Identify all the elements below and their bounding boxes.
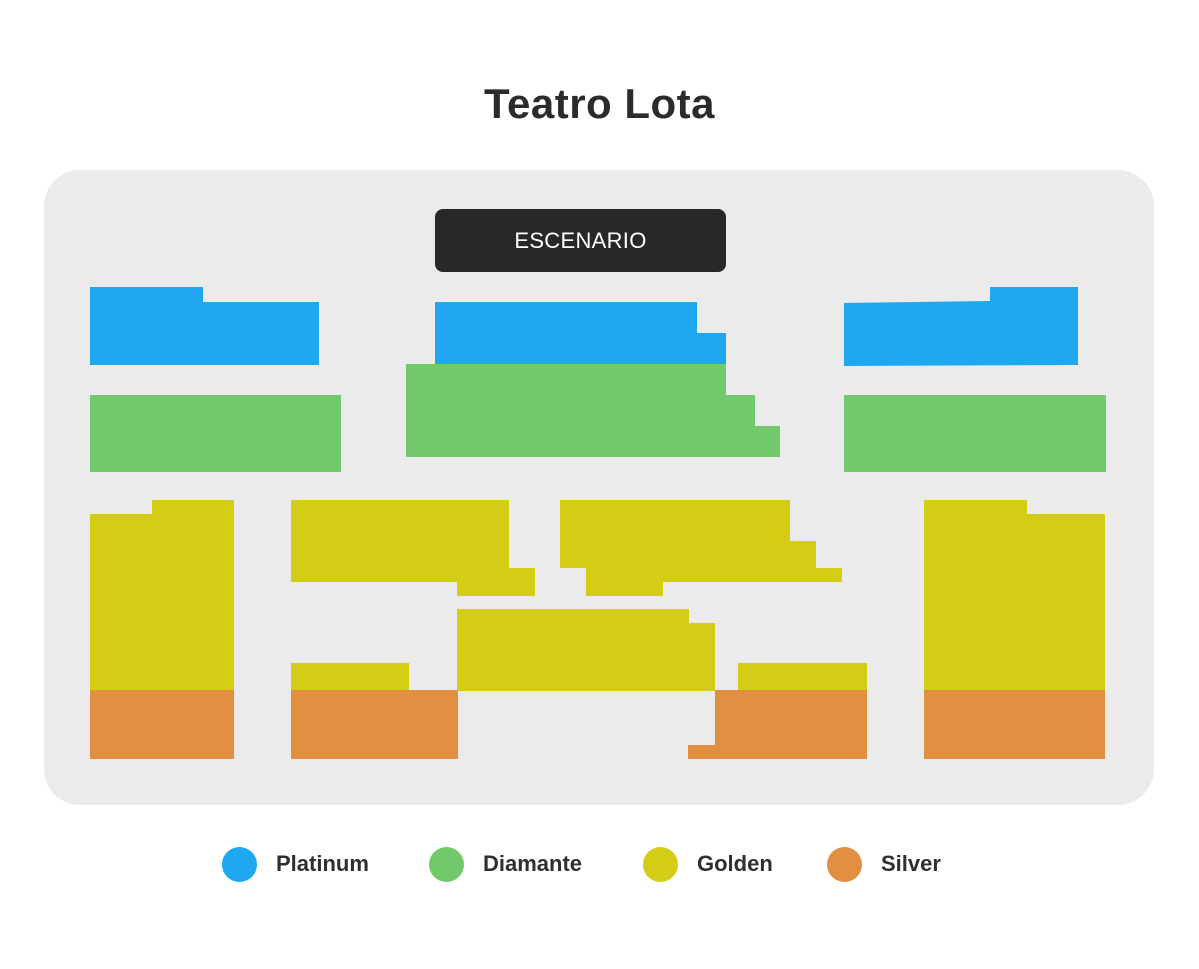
section-platinum-right[interactable] bbox=[844, 287, 1078, 366]
section-silver-left[interactable] bbox=[90, 690, 234, 759]
legend-label-silver: Silver bbox=[881, 851, 941, 876]
legend-item-platinum: Platinum bbox=[222, 846, 369, 882]
section-silver-center-left[interactable] bbox=[291, 690, 458, 759]
section-diamante-left[interactable] bbox=[90, 395, 341, 472]
section-golden-right[interactable] bbox=[924, 500, 1105, 691]
section-golden-center[interactable] bbox=[457, 609, 715, 691]
legend-dot-diamante bbox=[429, 846, 464, 882]
section-golden-small-right[interactable] bbox=[738, 663, 867, 691]
legend-label-diamante: Diamante bbox=[483, 851, 583, 876]
section-golden-center-right[interactable] bbox=[560, 500, 842, 596]
section-silver-center-right[interactable] bbox=[688, 690, 867, 759]
venue-title: Teatro Lota bbox=[483, 80, 716, 127]
section-platinum-left[interactable] bbox=[90, 287, 319, 365]
section-diamante-center[interactable] bbox=[406, 364, 780, 457]
legend-item-diamante: Diamante bbox=[429, 846, 582, 882]
section-diamante-right[interactable] bbox=[844, 395, 1106, 472]
section-silver-right[interactable] bbox=[924, 690, 1105, 759]
stage: ESCENARIO bbox=[435, 209, 726, 272]
legend-item-silver: Silver bbox=[827, 846, 941, 882]
legend-item-golden: Golden bbox=[643, 846, 773, 882]
legend-label-platinum: Platinum bbox=[276, 851, 369, 876]
stage-label: ESCENARIO bbox=[514, 227, 647, 253]
section-golden-center-left[interactable] bbox=[291, 500, 535, 596]
legend: Platinum Diamante Golden Silver bbox=[0, 846, 1199, 882]
section-golden-left[interactable] bbox=[90, 500, 234, 691]
legend-dot-platinum bbox=[222, 846, 257, 882]
legend-label-golden: Golden bbox=[697, 851, 773, 876]
legend-dot-golden bbox=[643, 846, 678, 882]
section-platinum-center[interactable] bbox=[435, 302, 726, 365]
section-golden-small-left[interactable] bbox=[291, 663, 409, 691]
legend-dot-silver bbox=[827, 846, 862, 882]
